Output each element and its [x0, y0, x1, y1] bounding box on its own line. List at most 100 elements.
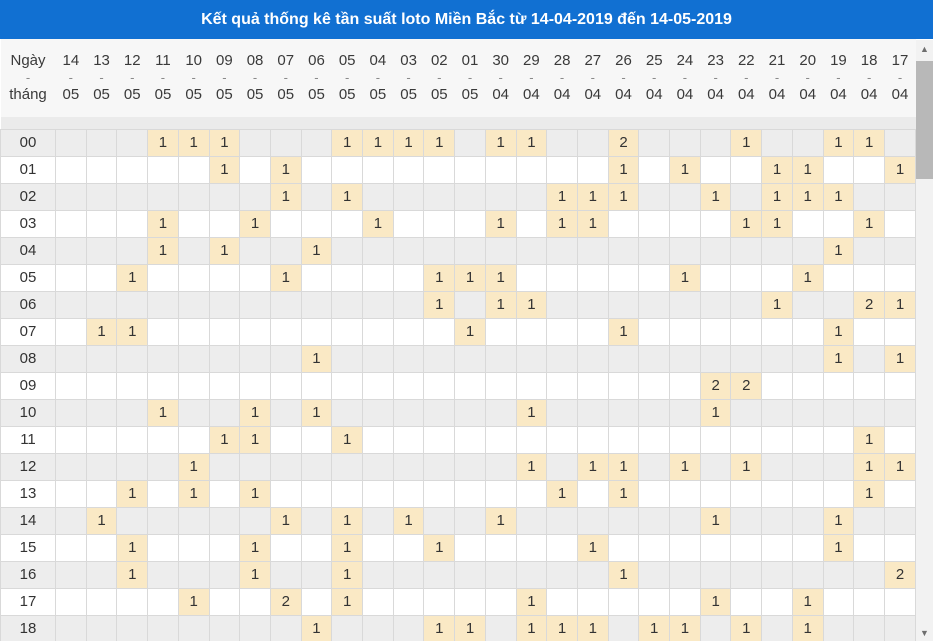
- freq-cell: [423, 560, 456, 589]
- freq-cell: [515, 317, 548, 346]
- freq-cell: 1: [761, 155, 793, 184]
- scroll-up-button[interactable]: ▲: [916, 40, 933, 57]
- freq-cell: [607, 263, 640, 292]
- row-label: 16: [0, 560, 56, 589]
- freq-cell: 1: [300, 236, 333, 265]
- scroll-down-button[interactable]: ▼: [916, 624, 933, 641]
- freq-cell: [208, 344, 241, 373]
- freq-cell: [791, 344, 824, 373]
- freq-cell: [147, 506, 179, 535]
- freq-cell: 1: [607, 182, 640, 211]
- freq-cell: [177, 614, 210, 641]
- freq-cell: 1: [669, 263, 701, 292]
- freq-cell: [699, 560, 732, 589]
- freq-cell: [147, 155, 179, 184]
- freq-cell: [638, 560, 671, 589]
- freq-cell: [269, 290, 302, 319]
- freq-cell: [822, 479, 855, 508]
- header-day: 04: [369, 52, 387, 69]
- header-month: 04: [553, 86, 571, 103]
- freq-cell: [300, 317, 333, 346]
- freq-cell: 1: [515, 452, 548, 481]
- freq-cell: [177, 533, 210, 562]
- freq-cell: [484, 452, 517, 481]
- header-month: 05: [369, 86, 387, 103]
- freq-cell: [147, 344, 179, 373]
- table-row-14: 14 1 1 1 1 1 1 1: [0, 506, 917, 535]
- freq-cell: [239, 263, 271, 292]
- freq-cell: 1: [822, 506, 855, 535]
- freq-cell: [423, 587, 456, 616]
- freq-cell: [883, 398, 917, 427]
- freq-cell: [853, 263, 885, 292]
- freq-cell: [147, 452, 179, 481]
- freq-cell: [331, 371, 364, 400]
- freq-cell: [669, 344, 701, 373]
- freq-cell: [116, 371, 149, 400]
- freq-cell: [883, 317, 917, 346]
- corner-day-label: Ngày: [10, 52, 46, 69]
- row-label: 02: [0, 182, 56, 211]
- freq-cell: [484, 614, 517, 641]
- freq-cell: [669, 236, 701, 265]
- vertical-scrollbar[interactable]: ▲ ▼: [916, 40, 933, 641]
- freq-cell: [55, 398, 87, 427]
- freq-cell: [392, 614, 425, 641]
- freq-cell: [85, 236, 118, 265]
- freq-cell: [55, 236, 87, 265]
- freq-cell: [607, 587, 640, 616]
- freq-cell: [883, 182, 917, 211]
- freq-cell: [177, 236, 210, 265]
- freq-cell: 1: [85, 506, 118, 535]
- freq-cell: 1: [669, 614, 701, 641]
- header-day: 07: [277, 52, 295, 69]
- header-dash: -: [866, 70, 872, 85]
- freq-cell: [515, 560, 548, 589]
- freq-cell: 1: [362, 209, 394, 238]
- freq-cell: [392, 587, 425, 616]
- freq-cell: 1: [761, 209, 793, 238]
- header-dash: -: [160, 70, 166, 85]
- freq-cell: [669, 533, 701, 562]
- freq-cell: [392, 290, 425, 319]
- freq-cell: [730, 398, 763, 427]
- header-day: 21: [768, 52, 786, 69]
- freq-cell: 1: [454, 614, 486, 641]
- header-day: 25: [645, 52, 663, 69]
- header-dash: -: [191, 70, 196, 85]
- freq-cell: [55, 533, 87, 562]
- freq-cell: [331, 317, 364, 346]
- date-column-header: 11-05: [147, 39, 179, 117]
- freq-cell: [699, 263, 732, 292]
- freq-cell: [300, 479, 333, 508]
- freq-cell: [546, 560, 578, 589]
- freq-cell: [116, 614, 149, 641]
- freq-cell: [454, 398, 486, 427]
- freq-cell: [853, 155, 885, 184]
- freq-cell: [853, 533, 885, 562]
- row-label: 04: [0, 236, 56, 265]
- freq-cell: [85, 344, 118, 373]
- freq-cell: [300, 587, 333, 616]
- scrollbar-thumb[interactable]: [916, 61, 933, 179]
- freq-cell: 1: [853, 452, 885, 481]
- freq-cell: [55, 479, 87, 508]
- freq-cell: [515, 479, 548, 508]
- freq-cell: [638, 263, 671, 292]
- freq-cell: [300, 209, 333, 238]
- header-month: 04: [799, 86, 817, 103]
- date-column-header: 20-04: [792, 39, 824, 117]
- freq-cell: [638, 398, 671, 427]
- freq-cell: [576, 155, 609, 184]
- row-label: 01: [0, 155, 56, 184]
- header-day: 05: [338, 52, 356, 69]
- freq-cell: [484, 182, 517, 211]
- freq-cell: [239, 182, 271, 211]
- freq-cell: [576, 236, 609, 265]
- row-label: 18: [0, 614, 56, 641]
- freq-cell: [883, 263, 917, 292]
- freq-cell: 1: [576, 209, 609, 238]
- freq-cell: [116, 506, 149, 535]
- freq-cell: 1: [791, 587, 824, 616]
- freq-cell: [730, 317, 763, 346]
